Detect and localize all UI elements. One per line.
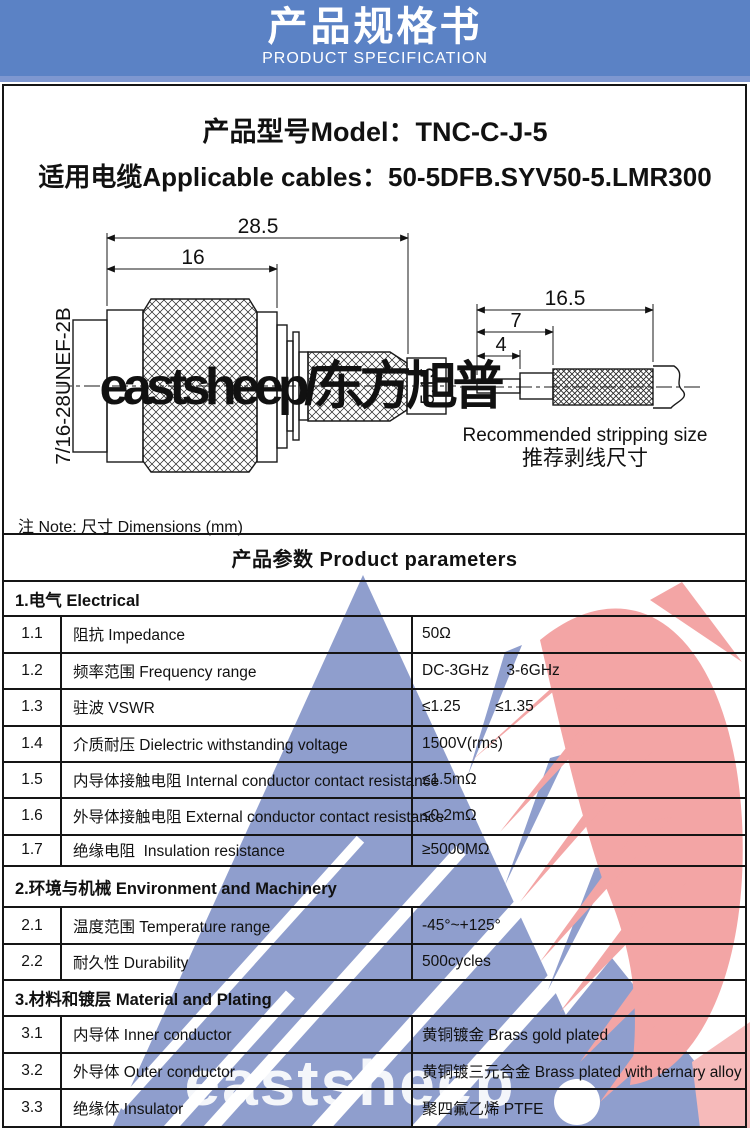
stripping-dimensions [476,304,654,375]
table-row: 1.5 内导体接触电阻 Internal conductor contact re… [4,763,745,799]
logo-red-horn [470,582,750,1128]
section-header: 3.材料和镀层 Material and Plating [4,981,745,1017]
dimensions-note: 注 Note: 尺寸 Dimensions (mm) [18,519,243,536]
parameter-value: 500cycles [422,953,491,970]
table-row: 1.7 绝缘电阻 Insulation resistance ≥5000MΩ [4,835,745,867]
row-number: 3.1 [4,1017,62,1052]
row-number: 3.3 [4,1090,62,1126]
table-row: 1.1 阻抗 Impedance 50Ω [4,617,745,654]
table-row: 3.2 外导体 Outer conductor 黄铜镀三元合金 Brass plat… [4,1053,745,1090]
parameter-value: 黄铜镀金 Brass gold plated [422,1027,609,1045]
parameter-value: 50Ω [422,625,451,643]
parameter-name: 绝缘电阻 Insulation resistance [62,835,413,865]
parameters-title: 产品参数 Product parameters [4,535,745,582]
parameter-value: ≤1.5mΩ [422,771,477,788]
row-number: 2.2 [4,945,62,979]
stripping-drawing [460,365,700,409]
parameter-value: ≤0.2mΩ [422,807,477,825]
dim-overall-label: 28.5 [238,215,279,238]
cables-value: 50-5DFB.SYV50-5.LMR300 [387,162,712,192]
strip-caption-en: Recommended stripping size [462,425,707,446]
dim-tip-label: 5.15 [418,368,439,405]
row-number: 2.1 [4,908,62,943]
table-row: 1.2 频率范围 Frequency range DC-3GHz 3-6GHz [4,653,745,690]
parameter-name: 内导体 Inner conductor [62,1017,413,1052]
row-number: 1.1 [4,617,62,652]
parameter-value: ≥5000MΩ [422,841,490,859]
strip-total-label: 16.5 [545,287,586,310]
parameter-value: ≤1.25 ≤1.35 [422,698,534,716]
model-value: TNC-C-J-5 [415,117,548,147]
table-row: 1.4 介质耐压 Dielectric withstanding voltage 1… [4,726,745,763]
model-line: 产品型号Model：TNC-C-J-5 [0,110,750,149]
thread-spec-label: 7/16-28UNEF-2B [52,307,75,464]
row-number: 1.5 [4,763,62,797]
row-number: 3.2 [4,1053,62,1088]
page-title: 产品规格书 [267,5,483,49]
parameter-name: 驻波 VSWR [62,690,413,725]
row-number: 1.3 [4,690,62,725]
parameters-table-body: 1.电气 Electrical 1.1 阻抗 Impedance 50Ω 1.2 频率范围… [4,582,745,1128]
strip-caption-cn: 推荐剥线尺寸 [522,447,648,470]
parameter-value: 聚四氟乙烯 PTFE [422,1101,544,1118]
parameter-name: 介质耐压 Dielectric withstanding voltage [62,726,413,761]
row-number: 1.7 [4,835,62,865]
table-row: 1.6 外导体接触电阻 External conductor contact re… [4,799,745,836]
parameter-name: 阻抗 Impedance [62,617,413,652]
table-row: 2.2 耐久性 Durability 500cycles [4,945,745,981]
model-label: 产品型号Model： [202,117,416,147]
parameter-name: 绝缘体 Insulator [62,1090,413,1126]
parameter-name: 外导体 Outer conductor [62,1053,413,1088]
page-subtitle: PRODUCT SPECIFICATION [262,50,488,67]
row-number: 1.4 [4,726,62,761]
table-row: 2.1 温度范围 Temperature range -45°~+125° [4,908,745,945]
parameter-value: -45°~+125° [422,916,501,934]
parameter-value: DC-3GHz 3-6GHz [422,661,560,679]
parameters-table: 产品参数 Product parameters 1.电气 Electrical 1… [4,533,745,1128]
dim-body-label: 16 [181,246,204,269]
parameter-name: 内导体接触电阻 Internal conductor contact resis… [62,763,439,797]
parameter-name: 外导体接触电阻 External conductor contact resis… [62,799,444,834]
section-header: 2.环境与机械 Environment and Machinery [4,867,745,908]
parameter-name: 温度范围 Temperature range [62,908,413,943]
logo-blue-mountain [85,575,748,1130]
cables-label: 适用电缆Applicable cables： [38,162,388,192]
eastsheep-text-watermark: eastsheep [184,1047,516,1119]
header-band: 产品规格书 PRODUCT SPECIFICATION [0,0,750,82]
parameter-name: 耐久性 Durability [62,945,413,979]
table-row: 3.3 绝缘体 Insulator 聚四氟乙烯 PTFE [4,1090,745,1128]
table-row: 1.3 驻波 VSWR ≤1.25 ≤1.35 [4,690,745,727]
section-header: 1.电气 Electrical [4,582,745,617]
connector-drawing [56,298,456,473]
row-number: 1.6 [4,799,62,834]
technical-drawing: 28.5 16 7/16-28UNEF-2B 5.15 16.5 7 4 Rec… [52,215,708,473]
row-number: 1.2 [4,653,62,688]
eastsheep-logo-watermark [85,575,750,1130]
strip-dielectric-label: 4 [495,334,506,356]
drawing-watermark-text: eastsheep/东方旭普 [100,358,505,416]
parameter-value: 黄铜镀三元合金 Brass plated with ternary alloy [422,1063,742,1081]
cables-line: 适用电缆Applicable cables：50-5DFB.SYV50-5.LM… [0,157,750,194]
table-row: 3.1 内导体 Inner conductor 黄铜镀金 Brass gold pl… [4,1017,745,1054]
strip-braid-label: 7 [510,310,521,332]
parameter-value: 1500V(rms) [422,734,503,752]
parameter-name: 频率范围 Frequency range [62,653,413,688]
connector-dimensions [106,233,409,354]
